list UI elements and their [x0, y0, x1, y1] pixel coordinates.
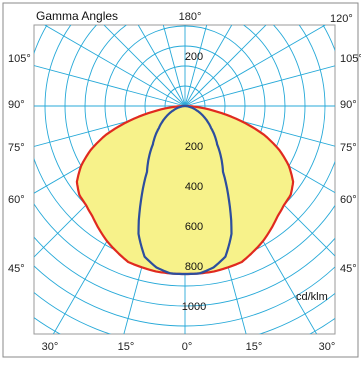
radial-tick-label: 600: [185, 221, 203, 233]
grid-ray: [103, 25, 186, 107]
series-curve-c90-c270: [137, 104, 233, 276]
angle-label-left: 105°: [8, 53, 31, 65]
angle-label-top: 180°: [179, 11, 202, 23]
radial-tick-label: 200: [185, 51, 203, 63]
grid-ray: [184, 25, 267, 107]
label-layer: Gamma Angles 180° 120° 105° 90° 75° 60° 45° 105°…: [8, 9, 361, 353]
angle-label-bottom: 30°: [319, 341, 336, 353]
angle-label-top: 120°: [330, 13, 353, 25]
grid-ray: [184, 25, 208, 107]
angle-label-left: 45°: [8, 263, 25, 275]
angle-label-right: 60°: [340, 194, 357, 206]
chart-title: Gamma Angles: [36, 9, 118, 23]
radial-tick-label: 800: [185, 261, 203, 273]
angle-label-right: 75°: [340, 142, 357, 154]
angle-label-left: 60°: [8, 194, 25, 206]
grid-ray: [34, 65, 186, 107]
grid-ray: [137, 25, 186, 107]
angle-label-bottom: 15°: [246, 341, 263, 353]
radial-tick-label: 1000: [182, 301, 206, 313]
unit-label: cd/klm: [296, 291, 328, 303]
radial-tick-label: 200: [185, 141, 203, 153]
angle-label-right: 45°: [340, 263, 357, 275]
grid-ray: [162, 25, 186, 107]
angle-label-left: 90°: [8, 99, 25, 111]
angle-label-right: 90°: [340, 99, 357, 111]
grid-ray: [184, 65, 335, 107]
angle-label-bottom: 30°: [42, 341, 59, 353]
grid-ray: [184, 25, 233, 107]
curve-layer: [75, 104, 295, 276]
grid-ray: [184, 25, 327, 107]
angle-label-bottom: 15°: [118, 341, 135, 353]
radial-tick-label: 400: [185, 181, 203, 193]
angle-label-right: 105°: [340, 53, 361, 65]
grid-ray: [43, 25, 186, 107]
angle-label-left: 75°: [8, 142, 25, 154]
angle-label-bottom: 0°: [182, 341, 193, 353]
outer-curve-fill: [76, 106, 294, 274]
